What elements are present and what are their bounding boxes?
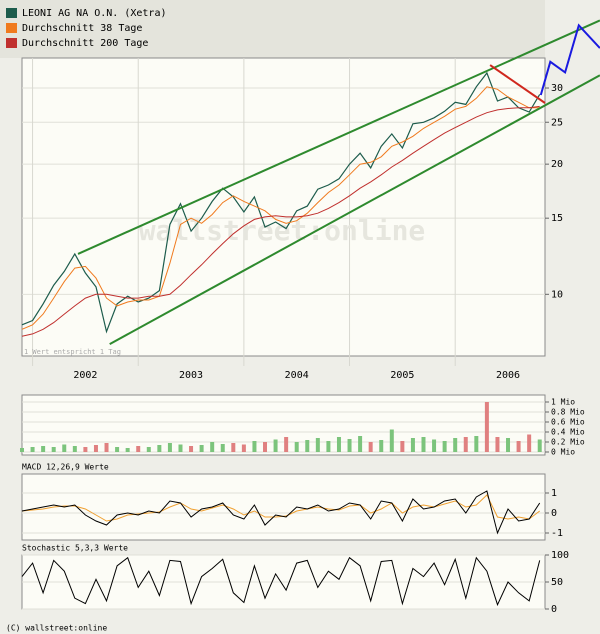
volume-bar xyxy=(379,440,384,452)
y-tick-label: 0 xyxy=(551,604,557,615)
volume-bar xyxy=(326,441,331,452)
volume-bar xyxy=(157,445,162,452)
trend-line xyxy=(109,74,600,345)
x-tick-label: 2002 xyxy=(73,370,97,381)
volume-bar xyxy=(104,443,109,452)
volume-bar xyxy=(463,437,468,452)
y-tick-label: 0.8 Mio xyxy=(551,408,585,417)
volume-bar xyxy=(474,436,479,452)
x-tick-label: 2005 xyxy=(390,370,414,381)
volume-bar xyxy=(30,447,35,452)
volume-bar xyxy=(410,438,415,452)
x-tick-label: 2003 xyxy=(179,370,203,381)
volume-bar xyxy=(305,440,310,452)
volume-bar xyxy=(358,436,363,452)
volume-bar xyxy=(220,444,225,452)
volume-bar xyxy=(389,429,394,452)
volume-bar xyxy=(93,445,98,452)
volume-bar xyxy=(167,443,172,452)
y-tick-label: 0 xyxy=(551,508,557,519)
volume-bar xyxy=(41,446,46,452)
series-line xyxy=(21,71,541,334)
y-tick-label: 50 xyxy=(551,577,563,588)
plot-area xyxy=(21,57,546,357)
volume-bar xyxy=(315,438,320,452)
volume-bar xyxy=(442,441,447,452)
volume-bar xyxy=(231,443,236,452)
legend-background xyxy=(0,0,545,58)
volume-bar xyxy=(347,439,352,452)
trend-line xyxy=(489,64,546,104)
volume-bar xyxy=(241,444,246,452)
footer: (C) wallstreet:online xyxy=(6,624,107,633)
volume-bar xyxy=(115,447,120,452)
legend-swatch xyxy=(6,38,17,48)
volume-bar xyxy=(336,437,341,452)
volume-bar xyxy=(273,439,278,452)
series-line xyxy=(21,105,540,337)
y-tick-label: 0.2 Mio xyxy=(551,438,585,447)
volume-bar xyxy=(189,446,194,452)
volume-bar xyxy=(421,437,426,452)
trend-line xyxy=(77,19,600,255)
volume-bar xyxy=(210,442,215,452)
volume-bar xyxy=(83,447,88,452)
volume-bar xyxy=(62,444,67,452)
x-tick-label: 2004 xyxy=(285,370,309,381)
series-line xyxy=(21,86,540,330)
y-tick-label: 20 xyxy=(551,159,563,170)
volume-bar xyxy=(527,434,532,452)
plot-area xyxy=(21,473,546,541)
legend-label: LEONI AG NA O.N. (Xetra) xyxy=(22,8,167,19)
legend-swatch xyxy=(6,8,17,18)
volume-bar xyxy=(125,448,130,452)
watermark: wallstreet:online xyxy=(139,214,426,247)
volume-bar xyxy=(72,446,77,452)
legend-swatch xyxy=(6,23,17,33)
volume-bar xyxy=(136,446,141,452)
y-tick-label: 0.4 Mio xyxy=(551,428,585,437)
volume-bar xyxy=(178,444,183,452)
volume-bar xyxy=(400,441,405,452)
panel-title: Stochastic 5,3,3 Werte xyxy=(22,544,128,553)
volume-bar xyxy=(252,441,257,452)
y-tick-label: 0 Mio xyxy=(551,448,575,457)
legend-label: Durchschnitt 200 Tage xyxy=(22,38,148,49)
volume-bar xyxy=(453,438,458,452)
y-tick-label: 15 xyxy=(551,213,563,224)
volume-bar xyxy=(484,402,489,452)
volume-bar xyxy=(495,437,500,452)
y-tick-label: 25 xyxy=(551,117,563,128)
series-line xyxy=(21,490,541,535)
volume-bar xyxy=(263,442,268,452)
series-line xyxy=(21,556,541,607)
volume-bar xyxy=(199,445,204,452)
trend-line xyxy=(539,23,600,96)
y-tick-label: 30 xyxy=(551,83,563,94)
x-tick-label: 2006 xyxy=(496,370,520,381)
volume-bar xyxy=(20,448,24,452)
legend-label: Durchschnitt 38 Tage xyxy=(22,23,142,34)
volume-bar xyxy=(368,442,373,452)
volume-bar xyxy=(506,438,511,452)
plot-area xyxy=(21,394,546,456)
volume-bar xyxy=(284,437,289,452)
y-tick-label: 0.6 Mio xyxy=(551,418,585,427)
y-tick-label: 1 xyxy=(551,488,557,499)
volume-bar xyxy=(537,439,542,452)
volume-bar xyxy=(432,439,437,452)
y-tick-label: 1 Mio xyxy=(551,398,575,407)
y-tick-label: -1 xyxy=(551,528,563,539)
volume-bar xyxy=(146,447,151,452)
volume-bar xyxy=(516,441,521,452)
panel-title: MACD 12,26,9 Werte xyxy=(22,463,109,472)
annotation: 1 Wert entspricht 1 Tag xyxy=(24,348,121,356)
volume-bar xyxy=(294,442,299,452)
y-tick-label: 100 xyxy=(551,550,569,561)
y-tick-label: 10 xyxy=(551,289,563,300)
volume-bar xyxy=(51,447,56,452)
